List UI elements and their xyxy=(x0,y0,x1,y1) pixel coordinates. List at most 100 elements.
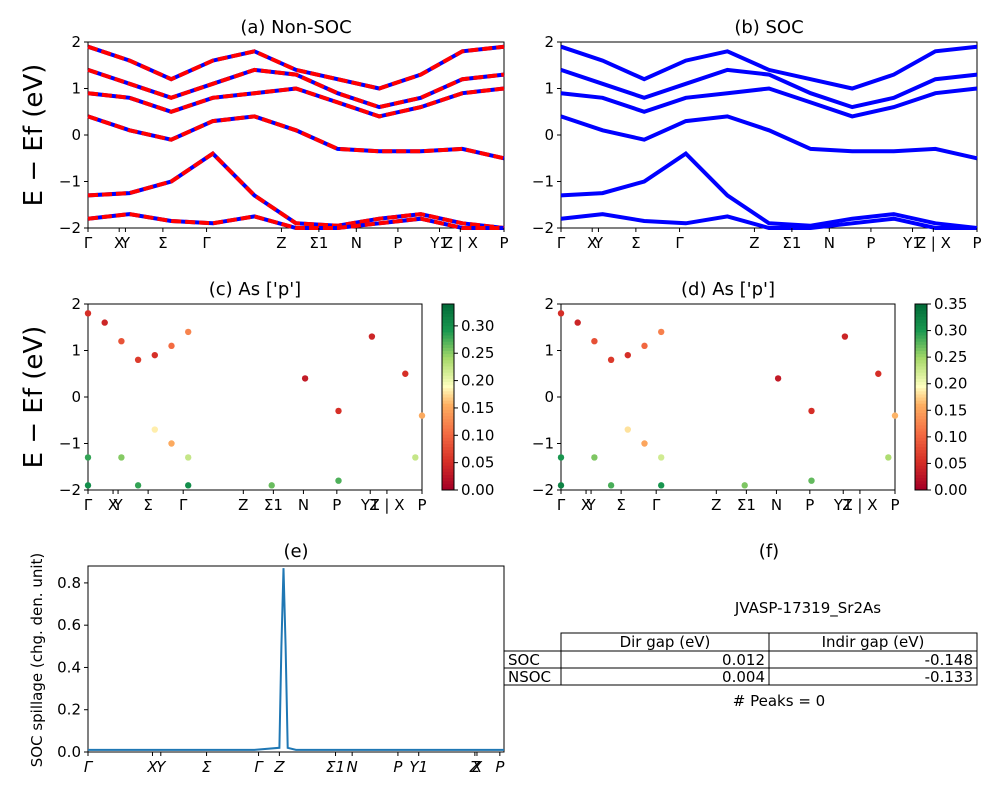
colorbar-frame xyxy=(441,303,455,491)
colorbar-segment xyxy=(442,387,454,392)
colorbar-segment xyxy=(442,335,454,339)
panel-a-bands xyxy=(87,44,505,230)
colorbar-segment xyxy=(915,341,927,345)
xtick-label: Z xyxy=(238,496,248,514)
material-id: JVASP-17319_Sr2As xyxy=(734,599,881,618)
band-line-soc xyxy=(560,86,978,119)
xtick-label: Γ xyxy=(557,234,566,252)
colorbar-segment xyxy=(915,319,927,324)
colorbar-tick-label: 0.00 xyxy=(461,481,494,499)
band-line-soc xyxy=(87,44,505,91)
projection-point xyxy=(335,407,342,415)
colorbar-segment xyxy=(915,384,927,389)
xtick-label: Y xyxy=(112,496,123,514)
colorbar-segment xyxy=(915,403,927,407)
colorbar-segment xyxy=(915,480,927,485)
projection-point xyxy=(185,454,192,461)
projection-point xyxy=(591,338,598,345)
colorbar-segment xyxy=(915,325,927,330)
xtick-label: P xyxy=(393,234,402,252)
xtick-label: Y1 xyxy=(902,234,922,252)
colorbar-segment xyxy=(442,465,454,469)
colorbar-segment xyxy=(915,406,927,410)
xtick-label: X xyxy=(471,758,483,776)
colorbar-tick-label: 0.20 xyxy=(934,375,967,393)
xtick-label: Z xyxy=(749,234,759,252)
colorbar-segment xyxy=(442,393,454,398)
panel-b-title: (b) SOC xyxy=(734,17,803,38)
colorbar-segment xyxy=(915,446,927,451)
ylabel-row1: E − Ef (eV) xyxy=(19,64,49,207)
xtick-label: Σ xyxy=(158,234,167,252)
xtick-label: Γ xyxy=(254,758,264,776)
panel-a-ticks: −2 −1 0 1 2 Γ XY Σ Γ Z Σ1 N P Y1Z | X P xyxy=(59,33,509,252)
xtick-label: X xyxy=(587,234,597,252)
colorbar-segment xyxy=(442,344,454,348)
panel-a-title: (a) Non-SOC xyxy=(240,17,351,38)
ytick-label: −2 xyxy=(532,481,554,499)
colorbar-segment xyxy=(915,418,927,423)
colorbar-segment xyxy=(442,341,454,345)
colorbar-segment xyxy=(442,310,454,314)
colorbar-frame xyxy=(914,303,928,491)
ylabel-row2: E − Ef (eV) xyxy=(19,326,49,469)
xtick-label: Z xyxy=(276,234,286,252)
colorbar-segment xyxy=(442,418,454,423)
colorbar-segment xyxy=(915,409,927,413)
table-header-cell: Indir gap (eV) xyxy=(822,633,925,651)
colorbar-segment xyxy=(442,397,454,401)
colorbar-segment xyxy=(442,462,454,466)
band-line-nonsoc xyxy=(87,114,505,161)
colorbar-segment xyxy=(442,486,454,491)
panel-a: (a) Non-SOC −2 −1 0 1 2 Γ XY Σ Γ Z Σ1 N P Y1Z | X P xyxy=(59,17,509,252)
xtick-label: Σ xyxy=(616,496,625,514)
ytick-label: −2 xyxy=(59,481,81,499)
xtick-label: Γ xyxy=(652,496,661,514)
projection-point xyxy=(658,328,665,336)
colorbar-tick-label: 0.20 xyxy=(461,372,494,390)
colorbar-segment xyxy=(915,378,927,382)
xtick-label: X xyxy=(114,234,124,252)
panel-b-bands xyxy=(560,44,978,230)
xtick-label: P xyxy=(393,758,403,776)
colorbar-segment xyxy=(442,446,454,451)
colorbar-tick-label: 0.05 xyxy=(934,454,967,472)
panel-c-frame xyxy=(87,303,423,491)
colorbar-segment xyxy=(915,393,927,398)
panel-d-frame xyxy=(560,303,896,491)
panel-c-colorbar: 0.00 0.05 0.10 0.15 0.20 0.25 0.30 xyxy=(441,303,494,499)
xtick-label: N xyxy=(824,234,835,252)
colorbar-segment xyxy=(442,313,454,317)
colorbar-segment xyxy=(442,452,454,457)
colorbar-segment xyxy=(442,319,454,324)
spillage-line xyxy=(88,568,504,751)
projection-point xyxy=(418,412,426,419)
panel-c-title: (c) As ['p'] xyxy=(209,279,301,300)
colorbar-tick-label: 0.10 xyxy=(934,428,967,446)
colorbar-segment xyxy=(915,486,927,491)
colorbar-segment xyxy=(915,307,927,311)
colorbar-segment xyxy=(442,421,454,426)
colorbar-segment xyxy=(915,449,927,454)
colorbar-segment xyxy=(442,443,454,448)
colorbar-segment xyxy=(915,387,927,392)
xtick-label: P xyxy=(972,234,981,252)
projection-point xyxy=(118,454,125,461)
colorbar-tick-label: 0.00 xyxy=(934,481,967,499)
colorbar-segment xyxy=(915,468,927,472)
colorbar-segment xyxy=(915,437,927,441)
projection-point xyxy=(412,454,419,461)
colorbar-segment xyxy=(442,307,454,311)
ytick-label: 0.2 xyxy=(57,701,81,719)
xtick-label: Γ xyxy=(202,234,211,252)
projection-point xyxy=(808,477,815,484)
xtick-label: Y1 xyxy=(409,758,428,776)
colorbar-segment xyxy=(442,459,454,463)
xtick-label: Z xyxy=(711,496,721,514)
colorbar-segment xyxy=(442,378,454,382)
colorbar-segment xyxy=(915,431,927,435)
band-line-soc xyxy=(560,151,978,230)
colorbar-segment xyxy=(915,328,927,333)
projection-point xyxy=(84,454,92,461)
ytick-label: −1 xyxy=(532,435,554,453)
